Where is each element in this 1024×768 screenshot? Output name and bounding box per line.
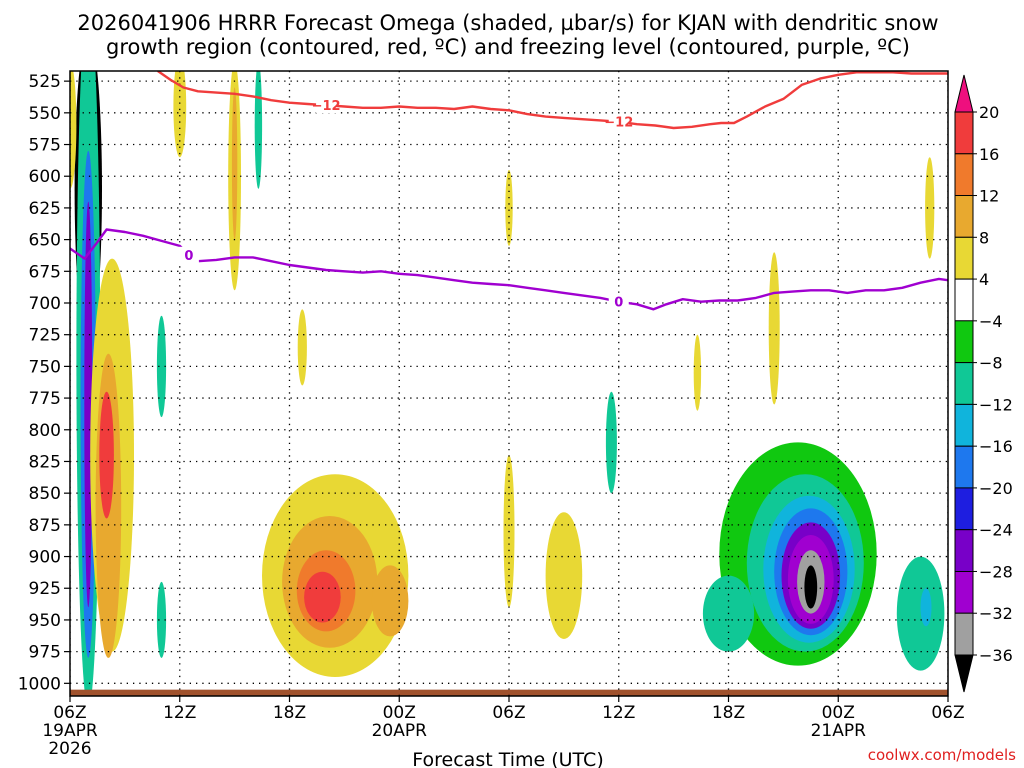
- colorbar-swatch: [954, 153, 974, 197]
- omega-cell: [925, 157, 935, 259]
- omega-cell: [99, 391, 114, 519]
- colorbar-swatch: [954, 445, 974, 489]
- colorbar-label: −20: [979, 479, 1013, 498]
- omega-cell: [254, 71, 263, 189]
- colorbar-top-arrow: [954, 74, 974, 113]
- omega-cell: [70, 71, 77, 189]
- colorbar-swatch: [954, 362, 974, 405]
- x-tick-label: 06Z: [931, 703, 964, 723]
- colorbar-swatch: [954, 529, 974, 573]
- colorbar-swatch: [954, 612, 974, 656]
- colorbar-label: −28: [979, 562, 1013, 581]
- colorbar-label: 20: [979, 103, 999, 122]
- colorbar-swatch: [954, 571, 974, 614]
- omega-cell: [505, 169, 513, 246]
- y-tick-label: 800: [29, 421, 61, 441]
- x-axis-label: Forecast Time (UTC): [412, 749, 603, 768]
- colorbar-label: −12: [979, 395, 1013, 414]
- colorbar-swatch: [954, 278, 974, 322]
- y-tick-label: 875: [29, 516, 61, 536]
- colorbar-bottom-arrow: [954, 654, 974, 693]
- colorbar-label: −8: [979, 354, 1003, 373]
- y-tick-label: 650: [29, 231, 61, 251]
- colorbar-label: 16: [979, 145, 999, 164]
- x-tick-label: 06Z: [492, 703, 525, 723]
- contour-label: 0: [184, 249, 193, 264]
- omega-cell: [84, 201, 93, 608]
- colorbar-label: −32: [979, 604, 1013, 623]
- y-tick-label: 750: [29, 357, 61, 377]
- y-tick-label: 775: [29, 389, 61, 409]
- x-tick-date: 20APR: [372, 721, 428, 741]
- y-tick-label: 700: [29, 294, 61, 314]
- x-tick-label: 12Z: [163, 703, 196, 723]
- x-tick-label: 18Z: [273, 703, 306, 723]
- y-tick-label: 825: [29, 452, 61, 472]
- colorbar-label: −24: [979, 521, 1013, 540]
- colorbar-label: −36: [979, 646, 1013, 665]
- y-tick-label: 1000: [18, 674, 61, 694]
- x-tick-label: 12Z: [602, 703, 635, 723]
- x-tick-date: 21APR: [811, 721, 867, 741]
- x-tick-label: 18Z: [712, 703, 745, 723]
- contour-label: 0: [614, 296, 623, 311]
- omega-cell: [920, 588, 932, 627]
- omega-cell: [605, 391, 617, 494]
- y-tick-label: 550: [29, 104, 61, 124]
- colorbar-swatch: [954, 195, 974, 238]
- contour-label-bg: [608, 293, 629, 310]
- chart-title-line2: growth region (contoured, red, ºC) and f…: [106, 35, 910, 59]
- omega-cell: [896, 556, 945, 671]
- omega-cell: [371, 565, 409, 637]
- omega-cell: [304, 571, 341, 623]
- contour-label-bg: [608, 113, 629, 130]
- y-tick-label: 975: [29, 643, 61, 663]
- omega-cell: [804, 565, 818, 609]
- contour-label-bg: [316, 97, 337, 114]
- contour-label: −12: [312, 99, 341, 114]
- x-tick-label: 06Z: [53, 703, 86, 723]
- y-tick-label: 675: [29, 262, 61, 282]
- colorbar-label: 12: [979, 187, 999, 206]
- colorbar-label: 8: [979, 228, 989, 247]
- colorbar-swatch: [954, 487, 974, 531]
- colorbar-label: −4: [979, 312, 1003, 331]
- y-tick-label: 725: [29, 326, 61, 346]
- colorbar-swatch: [954, 320, 974, 364]
- watermark: coolwx.com/models: [868, 746, 1016, 764]
- omega-cell: [173, 71, 187, 158]
- y-tick-label: 925: [29, 579, 61, 599]
- y-tick-label: 575: [29, 136, 61, 156]
- colorbar-swatch: [954, 403, 974, 447]
- x-tick-year: 2026: [48, 739, 91, 759]
- colorbar-swatch: [954, 111, 974, 155]
- omega-cell: [768, 252, 780, 405]
- colorbar-label: 4: [979, 270, 989, 289]
- colorbar-label: −16: [979, 437, 1013, 456]
- omega-cell: [231, 87, 238, 240]
- plot-area: −12 −12 0 0: [70, 71, 948, 696]
- y-tick-label: 900: [29, 548, 61, 568]
- contour-label-bg: [178, 246, 199, 263]
- y-tick-label: 850: [29, 484, 61, 504]
- omega-cell: [156, 315, 167, 418]
- y-tick-label: 950: [29, 611, 61, 631]
- y-tick-label: 600: [29, 167, 61, 187]
- x-tick-date: 19APR: [42, 721, 98, 741]
- y-tick-label: 525: [29, 72, 61, 92]
- y-tick-label: 625: [29, 199, 61, 219]
- surface-band: [70, 689, 948, 696]
- omega-cell: [545, 512, 583, 639]
- omega-cell: [693, 334, 702, 411]
- dgz-contour-line: [157, 71, 948, 130]
- colorbar-swatch: [954, 236, 974, 280]
- omega-cell: [297, 309, 307, 386]
- chart-title-line1: 2026041906 HRRR Forecast Omega (shaded, …: [77, 11, 938, 35]
- x-tick-label: 00Z: [383, 703, 416, 723]
- x-tick-label: 00Z: [822, 703, 855, 723]
- omega-cell: [156, 581, 167, 658]
- contour-label: −12: [604, 116, 633, 131]
